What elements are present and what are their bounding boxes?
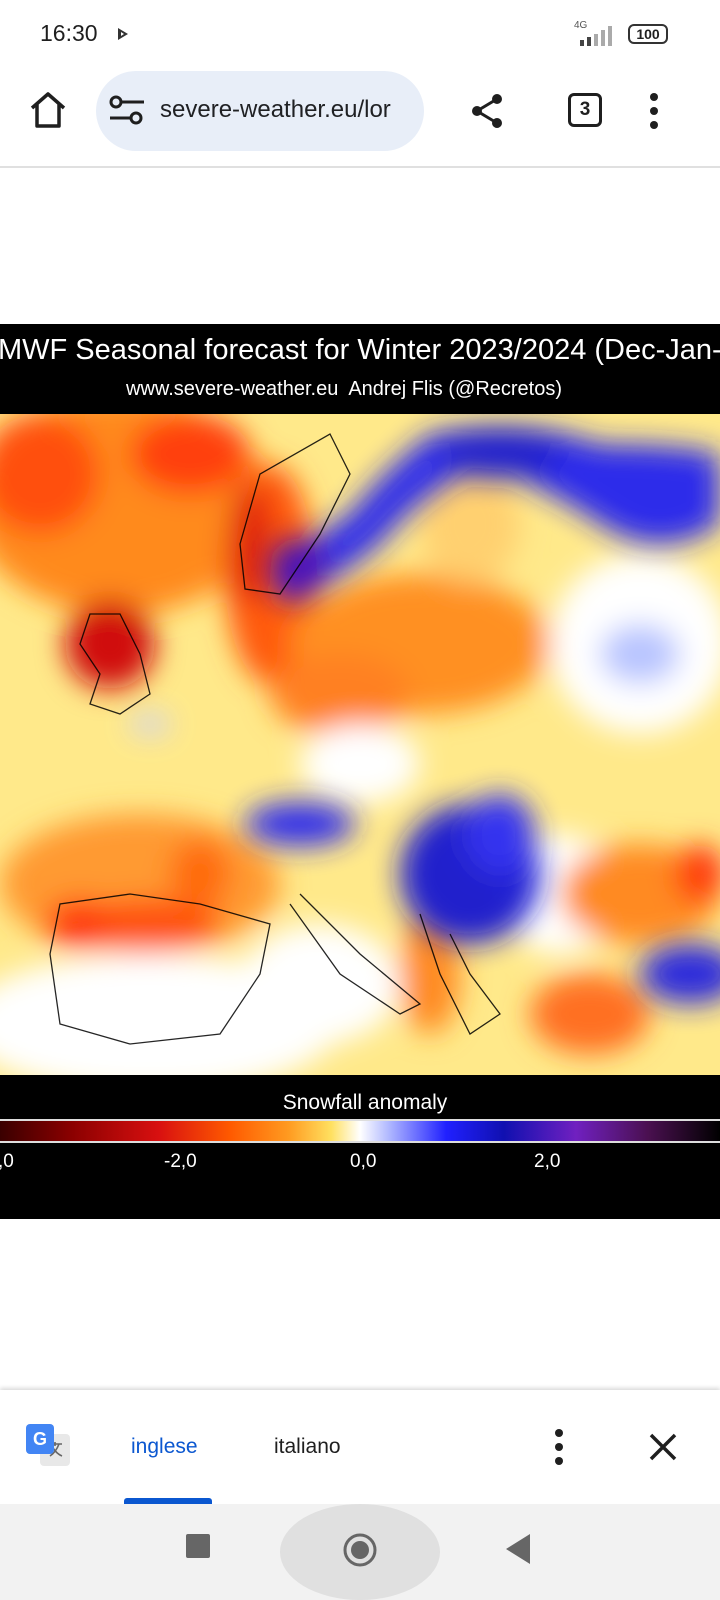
menu-button[interactable]: [648, 92, 660, 130]
map-legend: Snowfall anomaly ,0 -2,0 0,0 2,0: [0, 1075, 720, 1219]
legend-tick-label: -2,0: [164, 1151, 197, 1172]
source-language-tab[interactable]: inglese: [131, 1435, 198, 1458]
back-button[interactable]: [506, 1534, 530, 1564]
toolbar-divider: [0, 166, 720, 168]
snowfall-map: [0, 414, 720, 1075]
play-icon: [118, 28, 128, 40]
legend-tick-label: 2,0: [534, 1151, 561, 1172]
home-nav-dot: [351, 1541, 369, 1559]
svg-text:G: G: [33, 1429, 47, 1449]
share-button[interactable]: [470, 92, 506, 130]
battery: 100: [628, 24, 668, 44]
url-text[interactable]: severe-weather.eu/lor: [160, 96, 391, 123]
legend-tick-label: 0,0: [350, 1151, 377, 1172]
selected-tab-indicator: [124, 1498, 212, 1504]
clock: 16:30: [40, 20, 98, 46]
tab-switcher[interactable]: 3: [568, 93, 602, 127]
translate-icon[interactable]: G: [26, 1424, 72, 1470]
map-title: MWF Seasonal forecast for Winter 2023/20…: [0, 334, 720, 366]
map-header: MWF Seasonal forecast for Winter 2023/20…: [0, 324, 720, 414]
home-button[interactable]: [28, 90, 68, 130]
address-bar[interactable]: [96, 71, 424, 151]
signal-icon: [580, 26, 612, 46]
map-subtitle: www.severe-weather.eu Andrej Flis (@Recr…: [126, 378, 563, 400]
navigation-buttons: [186, 1504, 530, 1600]
target-language-tab[interactable]: italiano: [274, 1435, 341, 1458]
legend-title: Snowfall anomaly: [282, 1091, 448, 1114]
home-nav-button[interactable]: [343, 1533, 377, 1567]
network-type: 4G: [574, 20, 588, 31]
site-settings-icon[interactable]: [108, 94, 148, 128]
translate-menu-button[interactable]: [553, 1428, 565, 1466]
legend-tick-label: ,0: [0, 1151, 14, 1172]
translate-bar: [0, 1390, 720, 1504]
close-translate-button[interactable]: [648, 1432, 678, 1462]
color-scale: [0, 1119, 720, 1143]
recents-button[interactable]: [186, 1534, 210, 1558]
